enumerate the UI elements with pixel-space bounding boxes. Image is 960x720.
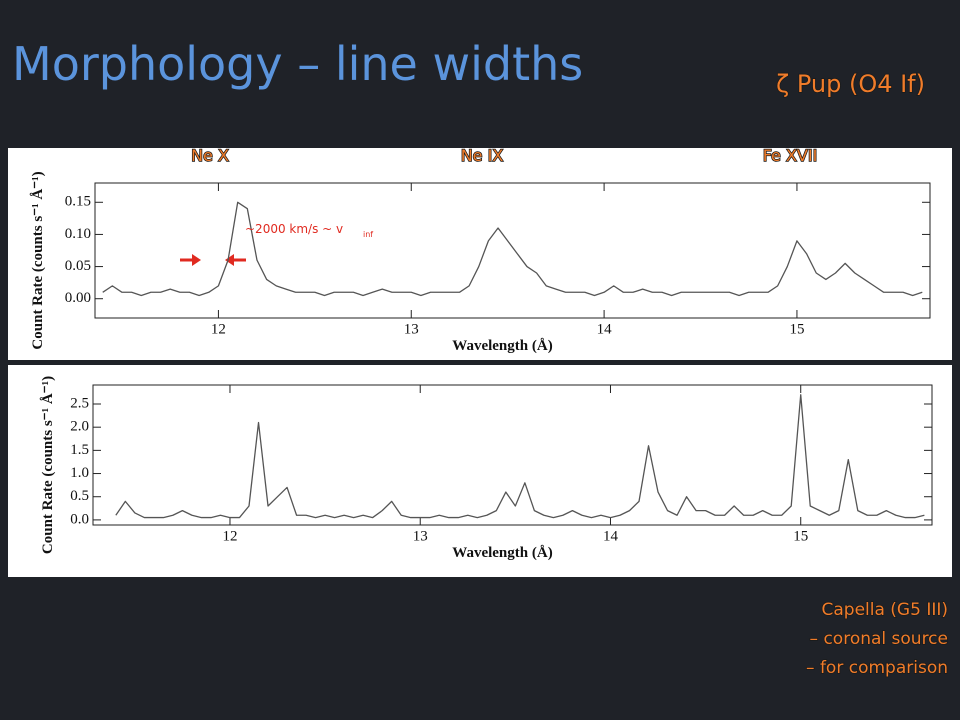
arrows bbox=[180, 254, 246, 266]
plot-frame bbox=[92, 384, 933, 526]
slide-title: Morphology – line widths bbox=[12, 37, 583, 91]
y-tick-label: 0.5 bbox=[70, 488, 89, 504]
x-tick-label: 12 bbox=[211, 321, 226, 337]
x-tick-label: 14 bbox=[597, 321, 613, 337]
note: – coronal source bbox=[810, 629, 948, 649]
x-tick-label: 15 bbox=[789, 321, 804, 337]
spectrum-line bbox=[102, 201, 923, 297]
y-tick-label: 0.15 bbox=[65, 194, 91, 210]
annotation: inf bbox=[363, 230, 373, 239]
annotation: Ne X bbox=[191, 146, 229, 165]
y-axis-label: Count Rate (counts s⁻¹ Å⁻¹) bbox=[40, 376, 56, 554]
y-tick-label: 0.00 bbox=[65, 290, 91, 306]
note: Capella (G5 III) bbox=[821, 600, 948, 620]
x-tick-label: 13 bbox=[413, 528, 428, 544]
note: – for comparison bbox=[806, 658, 948, 678]
y-tick-label: 0.0 bbox=[70, 511, 89, 527]
x-tick-label: 15 bbox=[793, 528, 808, 544]
annotation: Ne IX bbox=[461, 146, 504, 165]
y-tick-label: 0.05 bbox=[65, 258, 91, 274]
y-tick-label: 2.0 bbox=[70, 419, 89, 435]
x-axis-label: Wavelength (Å) bbox=[452, 338, 552, 354]
subtitle: ζ Pup (O4 If) bbox=[776, 70, 925, 98]
y-tick-label: 1.5 bbox=[70, 442, 89, 458]
plot-frame bbox=[94, 182, 931, 319]
spectrum-line bbox=[115, 394, 925, 519]
panel-top bbox=[8, 148, 952, 360]
y-tick-label: 0.10 bbox=[65, 226, 91, 242]
x-tick-label: 14 bbox=[603, 528, 619, 544]
y-tick-label: 2.5 bbox=[70, 395, 89, 411]
y-axis-label: Count Rate (counts s⁻¹ Å⁻¹) bbox=[30, 171, 46, 349]
x-tick-label: 13 bbox=[404, 321, 419, 337]
annotation: ~2000 km/s ~ v bbox=[245, 222, 343, 236]
x-tick-label: 12 bbox=[222, 528, 237, 544]
x-axis-label: Wavelength (Å) bbox=[452, 545, 552, 561]
annotation: Fe XVII bbox=[763, 146, 818, 165]
y-tick-label: 1.0 bbox=[70, 465, 89, 481]
